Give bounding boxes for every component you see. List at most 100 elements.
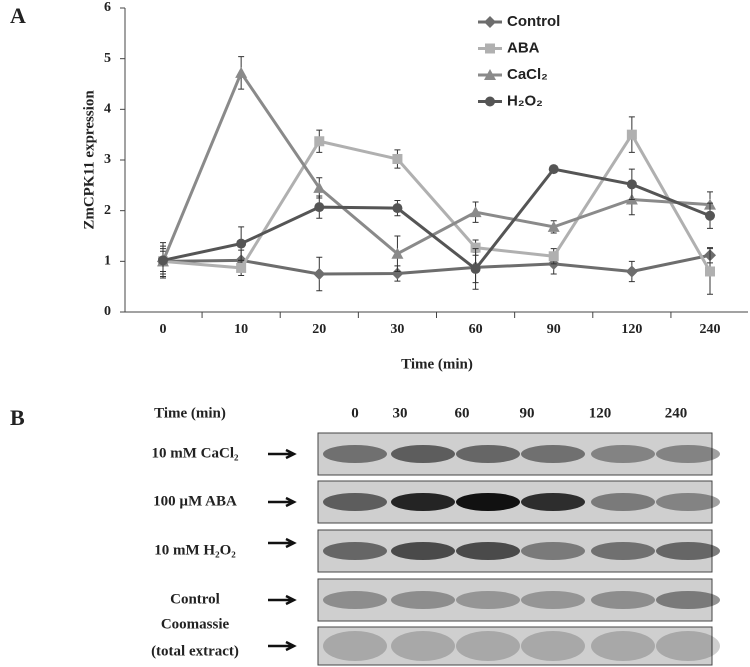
y-tick-label: 1: [104, 254, 111, 269]
marker: [626, 179, 637, 190]
blot-strip: [317, 626, 713, 666]
time-label: 60: [455, 405, 470, 421]
blot-band: [591, 591, 655, 609]
blot-band: [656, 591, 720, 609]
y-tick-label: 3: [104, 152, 111, 167]
marker: [314, 202, 325, 213]
arrow: [268, 640, 297, 652]
marker: [392, 153, 403, 164]
marker: [235, 66, 248, 78]
blot-band: [521, 445, 585, 463]
legend-label: H₂O₂: [507, 92, 543, 109]
row-label: Coomassie: [161, 616, 230, 632]
legend-label: Control: [507, 13, 560, 30]
x-tick-label: 10: [234, 322, 248, 337]
y-tick-label: 0: [104, 304, 111, 319]
x-tick-label: 90: [547, 322, 561, 337]
blot-band: [456, 445, 520, 463]
marker: [484, 69, 496, 80]
row-label: Control: [170, 591, 220, 607]
row-label: 10 mM H₂O₂: [154, 542, 236, 558]
blot-band: [521, 542, 585, 560]
blot-band: [456, 493, 520, 511]
marker: [236, 262, 247, 273]
time-label: 120: [589, 405, 612, 421]
marker: [391, 267, 404, 280]
blot-header: Time (min): [154, 405, 226, 421]
marker: [392, 203, 403, 214]
series-line: [161, 69, 711, 262]
marker: [313, 181, 326, 193]
y-tick-label: 4: [104, 102, 111, 117]
blot-band: [521, 493, 585, 511]
blot-band: [591, 542, 655, 560]
blot-band: [323, 493, 387, 511]
blot-band: [323, 631, 387, 661]
blot-band: [323, 542, 387, 560]
blot-band: [323, 445, 387, 463]
arrow: [268, 496, 297, 508]
blot-band: [656, 631, 720, 661]
time-label: 0: [351, 405, 359, 421]
blot-strip: [317, 578, 713, 622]
blot-band: [591, 631, 655, 661]
marker: [313, 268, 326, 280]
marker: [470, 242, 481, 253]
blot-band: [656, 542, 720, 560]
marker: [705, 266, 715, 277]
series-line: [162, 167, 711, 272]
blot-band: [456, 591, 520, 609]
time-label: 90: [520, 405, 535, 421]
blot-band: [323, 591, 387, 609]
marker: [485, 96, 495, 107]
panel-label: B: [10, 405, 25, 430]
marker: [158, 255, 168, 266]
blot-band: [456, 631, 520, 661]
marker: [470, 263, 481, 274]
blot-band: [591, 445, 655, 463]
marker: [314, 136, 325, 147]
x-tick-label: 0: [160, 322, 167, 337]
legend-label: CaCl₂: [507, 66, 548, 83]
blot-band: [391, 631, 455, 661]
arrow: [268, 448, 297, 460]
time-label: 240: [665, 405, 688, 421]
time-label: 30: [393, 405, 408, 421]
y-tick-label: 5: [104, 51, 111, 66]
y-axis-label: ZmCPK11 expression: [81, 90, 97, 230]
blot-band: [456, 542, 520, 560]
blot-band: [591, 493, 655, 511]
arrow: [268, 594, 297, 606]
marker: [626, 129, 637, 140]
marker: [625, 265, 638, 278]
blot-band: [521, 631, 585, 661]
y-tick-label: 6: [104, 0, 111, 15]
x-tick-label: 30: [390, 322, 404, 337]
marker: [548, 251, 559, 262]
blot-band: [521, 591, 585, 609]
series-line: [162, 253, 711, 276]
blot-band: [391, 591, 455, 609]
blot-band: [656, 493, 720, 511]
blot-band: [656, 445, 720, 463]
x-tick-label: 240: [700, 322, 721, 337]
row-label: 100 µM ABA: [153, 493, 237, 509]
blot-band: [391, 493, 455, 511]
marker: [485, 43, 495, 54]
marker: [705, 210, 715, 221]
marker: [548, 164, 559, 175]
marker: [484, 16, 496, 28]
y-tick-label: 2: [104, 203, 111, 218]
x-tick-label: 120: [621, 322, 642, 337]
series-line: [162, 131, 712, 273]
marker: [391, 247, 404, 259]
marker: [469, 206, 482, 218]
x-tick-label: 60: [469, 322, 483, 337]
arrow: [268, 537, 297, 549]
marker: [547, 220, 560, 232]
row-label: 10 mM CaCl₂: [152, 445, 239, 461]
panel-label: A: [10, 3, 26, 28]
legend-label: ABA: [507, 39, 540, 56]
blot-band: [391, 542, 455, 560]
